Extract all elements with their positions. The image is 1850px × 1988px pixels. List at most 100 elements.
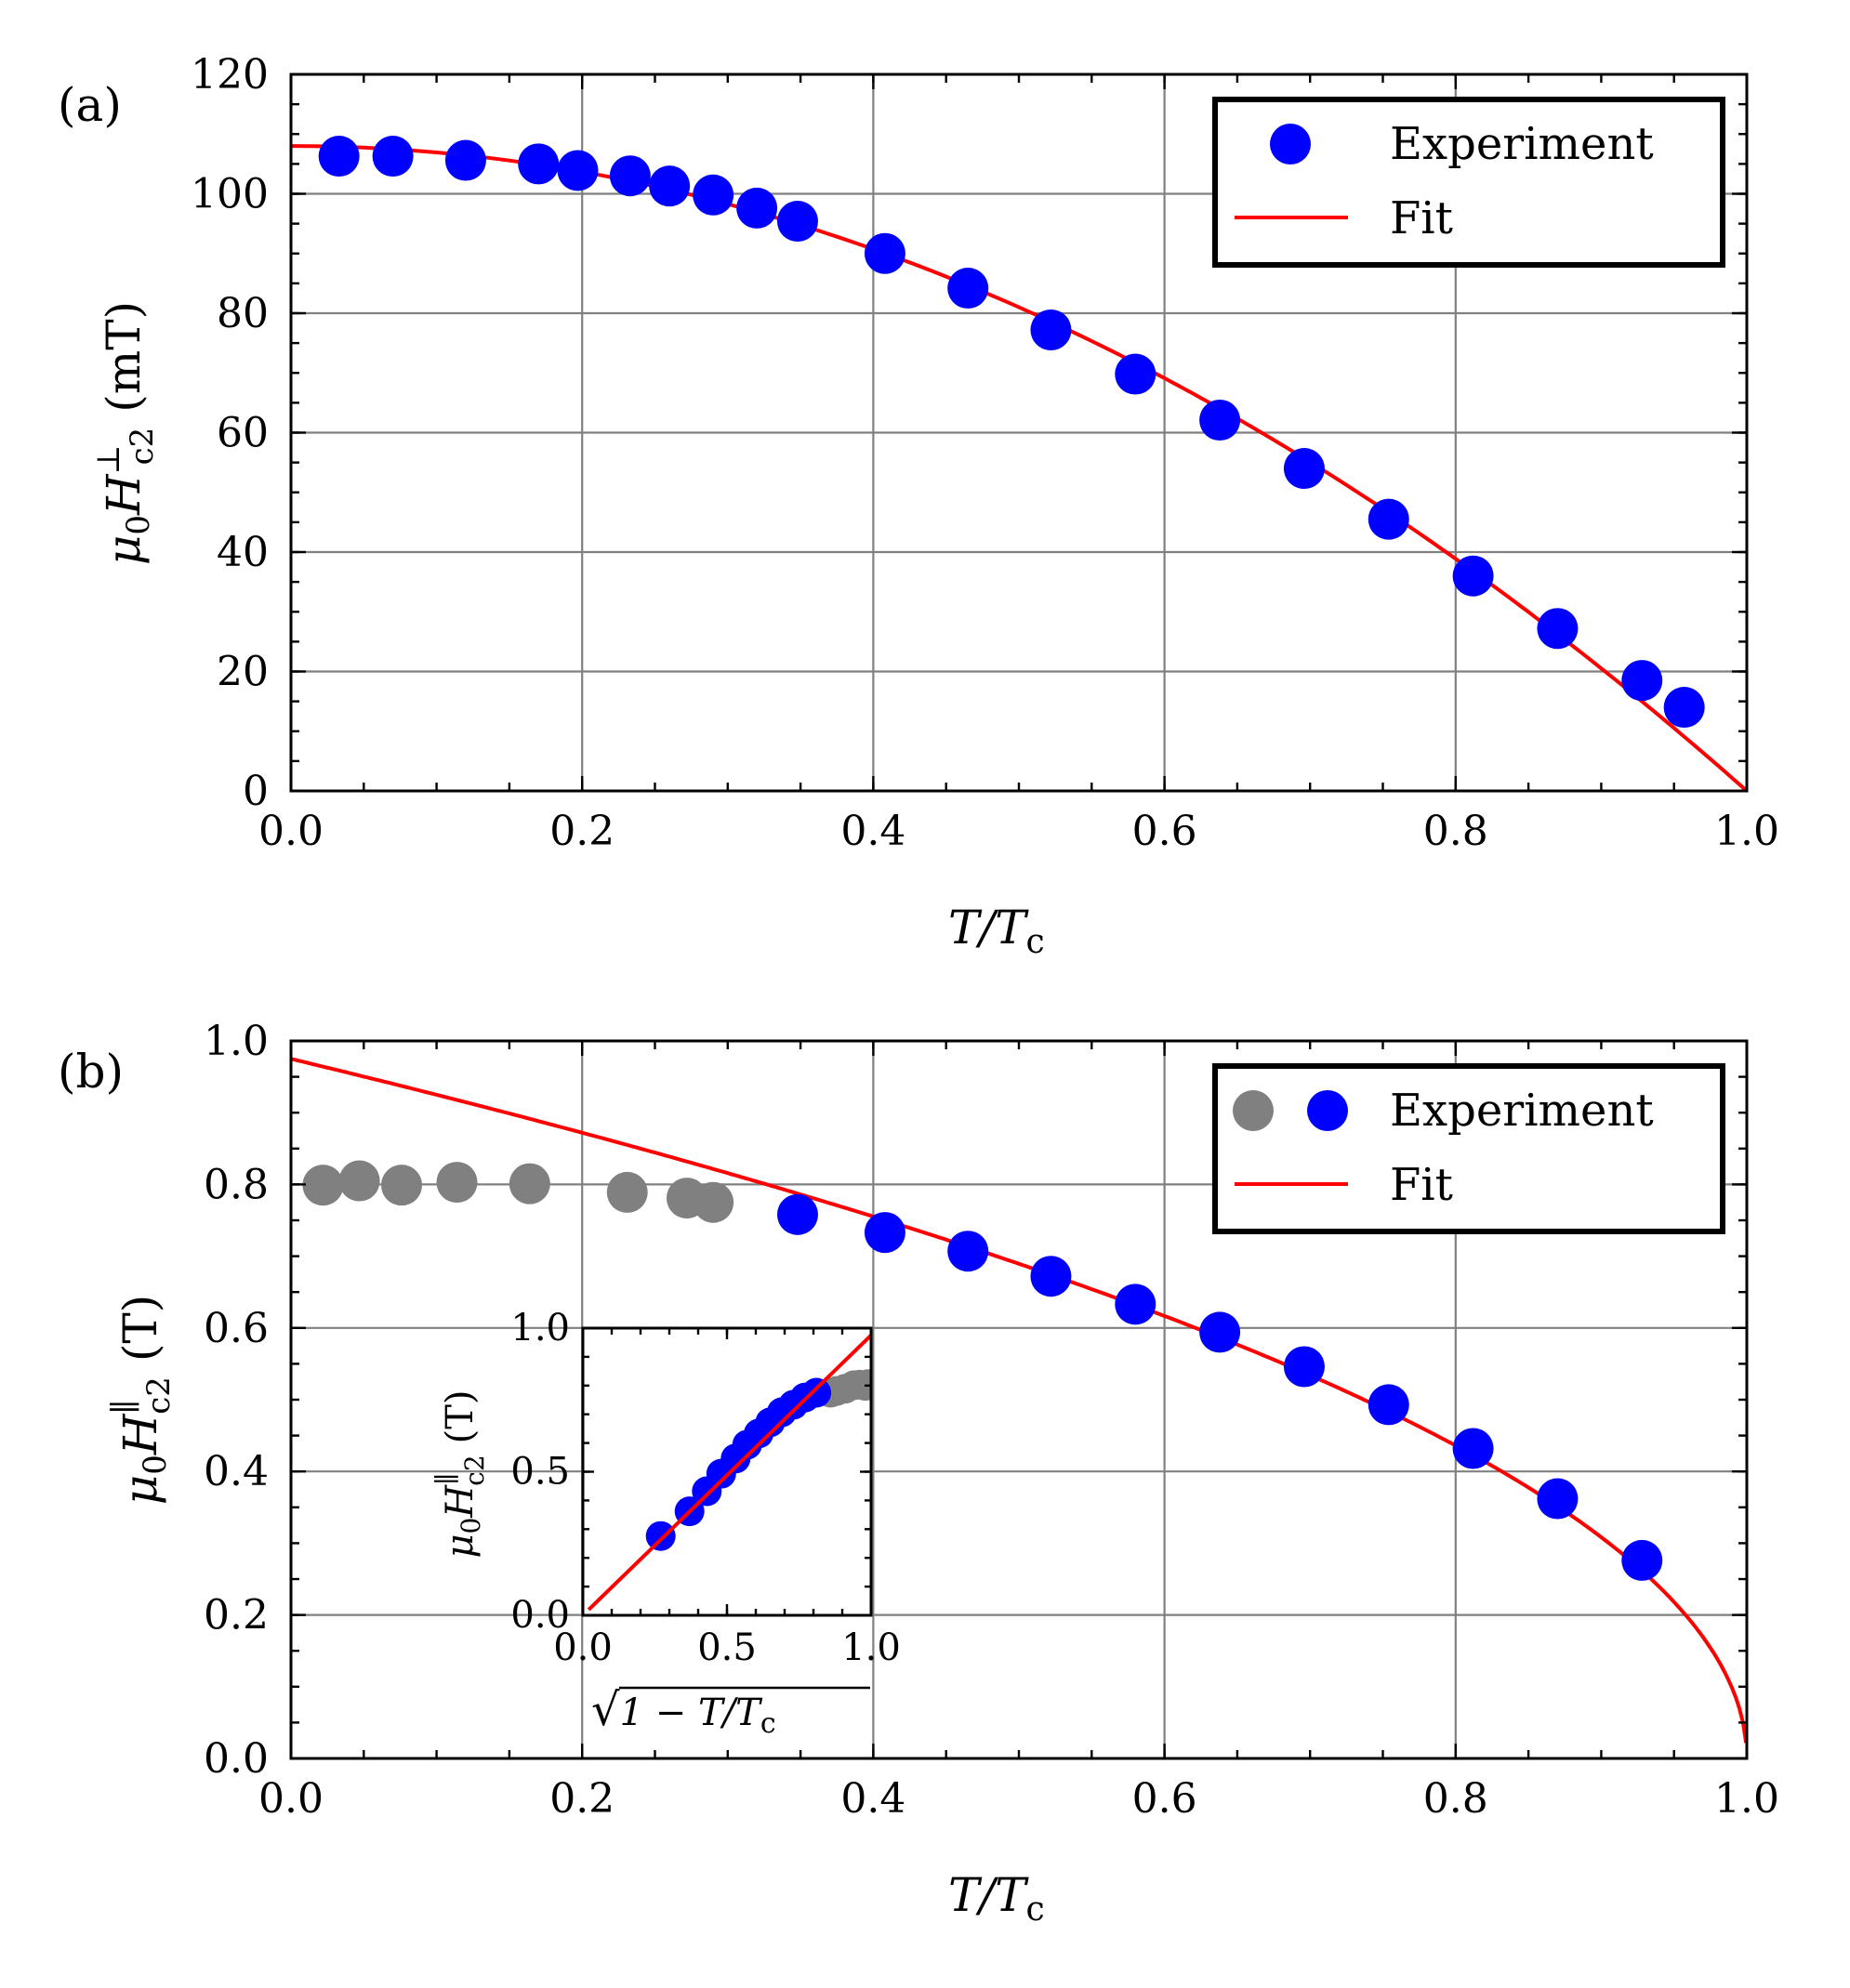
excluded-point	[606, 1171, 648, 1213]
y-tick-label: 0.0	[510, 1594, 570, 1637]
panel-a-legend: Experiment Fit	[1212, 97, 1725, 268]
y-tick-label: 40	[217, 529, 269, 576]
experiment-point	[649, 165, 691, 207]
inset-fit-layer	[587, 1332, 871, 1612]
x-tick-label: 0.2	[549, 808, 614, 855]
x-tick-label: 0.8	[1423, 808, 1488, 855]
x-tick-label: 0.6	[1132, 808, 1197, 855]
experiment-point	[557, 150, 599, 191]
panel-b-points-layer	[302, 1160, 1663, 1581]
experiment-point	[947, 268, 989, 309]
excluded-point	[338, 1160, 380, 1202]
panel-a-legend-box	[1212, 97, 1725, 268]
experiment-point	[1368, 1384, 1409, 1426]
panel-b-legend-excluded-marker	[1233, 1090, 1274, 1131]
x-tick-label: 0.5	[697, 1626, 757, 1669]
inset-y-axis-label: μ0H∥c2(T)	[431, 1389, 490, 1558]
experiment-point	[1199, 400, 1241, 441]
inset-experiment-point	[801, 1377, 832, 1408]
experiment-point	[1537, 608, 1579, 650]
experiment-point	[1537, 1478, 1579, 1520]
experiment-point	[1621, 1539, 1663, 1581]
experiment-point	[1283, 448, 1325, 490]
experiment-point	[1030, 1256, 1072, 1297]
x-tick-label: 0.0	[258, 1775, 324, 1823]
experiment-point	[864, 232, 905, 274]
inset-excluded-point	[852, 1369, 871, 1400]
panel-a-points-layer	[318, 136, 1705, 729]
y-tick-label: 120	[191, 51, 269, 99]
panel-b-chart: (b) 0.0 0.2 0.4 0.6 0.8 1.0 0.0 0.2 0.4 0.6 0.8 1.…	[58, 1018, 1779, 1929]
panel-b-legend-experiment-marker	[1307, 1090, 1348, 1131]
experiment-point	[1199, 1311, 1241, 1353]
excluded-point	[436, 1162, 478, 1204]
panel-b-legend-fit-label: Fit	[1390, 1159, 1453, 1211]
panel-b-ticks	[289, 1039, 1749, 1760]
experiment-point	[776, 201, 818, 243]
x-tick-label: 0.8	[1423, 1775, 1488, 1823]
y-tick-label: 0.6	[204, 1305, 269, 1352]
panel-a-chart: (a) 0.0 0.2 0.4 0.6 0.8 1.0 0 20 40 60 80 100 120 T…	[58, 51, 1779, 961]
y-tick-label: 20	[217, 649, 269, 696]
x-tick-label: 0.4	[840, 808, 905, 855]
panel-a-y-axis-label: μ0H⊥c2(mT)	[90, 301, 161, 565]
experiment-point	[1030, 309, 1072, 350]
panel-a-label: (a)	[58, 78, 122, 132]
experiment-point	[372, 136, 414, 178]
x-tick-label: 1.0	[841, 1626, 901, 1669]
inset-x-tick-labels: 0.0 0.5 1.0	[553, 1626, 901, 1669]
panel-a-x-axis-label: T/Tc	[948, 901, 1045, 961]
experiment-point	[609, 155, 651, 197]
x-tick-label: 0.4	[840, 1775, 905, 1823]
inset-fit-line	[587, 1332, 871, 1612]
experiment-point	[518, 143, 560, 185]
x-tick-label: 1.0	[1714, 1775, 1779, 1823]
y-tick-label: 0.4	[204, 1448, 269, 1495]
excluded-point	[381, 1165, 423, 1206]
panel-b-inset-chart: 0.0 0.5 1.0 0.0 0.5 1.0 √1 − T/Tc μ0H∥c2(T)	[431, 1307, 901, 1740]
excluded-point	[509, 1163, 550, 1205]
experiment-point	[1621, 660, 1663, 702]
panel-a-ticks	[289, 72, 1749, 793]
x-tick-label: 0.0	[553, 1626, 613, 1669]
panel-a-legend-experiment-label: Experiment	[1390, 118, 1654, 170]
x-tick-label: 0.6	[1132, 1775, 1197, 1823]
experiment-point	[1368, 498, 1409, 540]
panel-a-legend-fit-label: Fit	[1390, 192, 1453, 244]
panel-b-y-tick-labels: 0.0 0.2 0.4 0.6 0.8 1.0	[204, 1018, 269, 1783]
excluded-point	[302, 1165, 344, 1206]
panel-b-fit-layer	[290, 1057, 1749, 1744]
panel-b-label: (b)	[58, 1045, 124, 1099]
excluded-point	[693, 1181, 734, 1223]
panel-a-legend-experiment-marker	[1270, 124, 1311, 165]
y-tick-label: 0.5	[510, 1451, 570, 1494]
y-tick-label: 0	[243, 768, 269, 815]
experiment-point	[1115, 1284, 1156, 1325]
y-tick-label: 60	[217, 410, 269, 457]
y-tick-label: 1.0	[204, 1018, 269, 1065]
panel-b-y-axis-label: μ0H∥c2(T)	[107, 1295, 178, 1506]
x-tick-label: 0.0	[258, 808, 324, 855]
experiment-point	[318, 136, 360, 178]
panel-b-legend: Experiment Fit	[1212, 1063, 1725, 1234]
experiment-point	[947, 1231, 989, 1272]
panel-b-x-axis-label: T/Tc	[948, 1868, 1045, 1929]
y-tick-label: 100	[191, 171, 269, 218]
experiment-point	[444, 139, 486, 181]
experiment-point	[736, 187, 778, 229]
experiment-point	[693, 174, 734, 216]
experiment-point	[1663, 687, 1705, 729]
y-tick-label: 0.0	[204, 1735, 269, 1783]
y-tick-label: 0.8	[204, 1161, 269, 1208]
y-tick-label: 1.0	[510, 1307, 570, 1349]
x-tick-label: 0.2	[549, 1775, 614, 1823]
inset-x-axis-label: √1 − T/Tc	[591, 1684, 776, 1740]
y-tick-label: 80	[217, 290, 269, 337]
inset-experiment-point	[645, 1521, 676, 1551]
inset-points-layer	[645, 1369, 871, 1551]
inset-ticks	[581, 1326, 873, 1617]
panel-b-x-tick-labels: 0.0 0.2 0.4 0.6 0.8 1.0	[258, 1775, 1779, 1823]
experiment-point	[864, 1212, 905, 1254]
experiment-point	[776, 1193, 818, 1235]
